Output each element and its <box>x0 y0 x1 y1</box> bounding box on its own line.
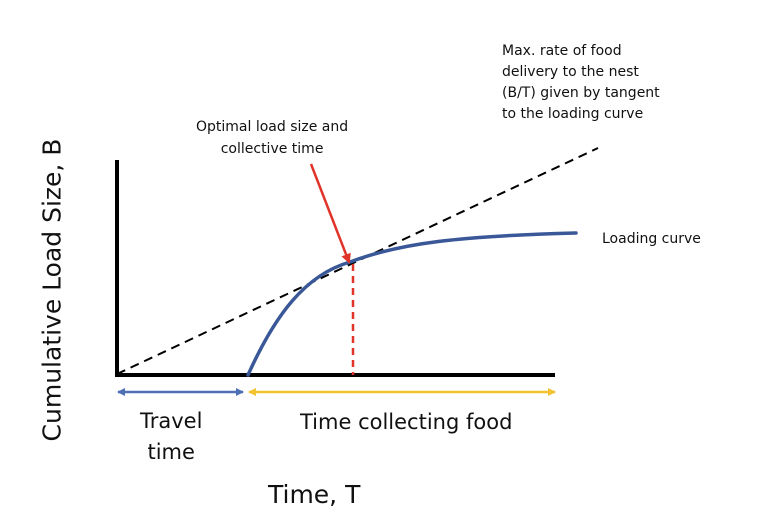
collecting-time-label: Time collecting food <box>300 410 513 434</box>
travel-time-label: Travel time <box>140 409 203 464</box>
x-axis-label: Time, T <box>268 480 361 509</box>
loading-curve <box>246 231 578 377</box>
tangent-line <box>116 147 599 375</box>
y-axis-label: Cumulative Load Size, B <box>37 138 67 442</box>
optimal-annotation: Optimal load size and collective time <box>196 119 349 157</box>
loading-curve-label: Loading curve <box>602 231 701 247</box>
optimal-point-arrow <box>309 163 351 264</box>
tangent-annotation: Max. rate of food delivery to the nest (… <box>502 43 660 122</box>
